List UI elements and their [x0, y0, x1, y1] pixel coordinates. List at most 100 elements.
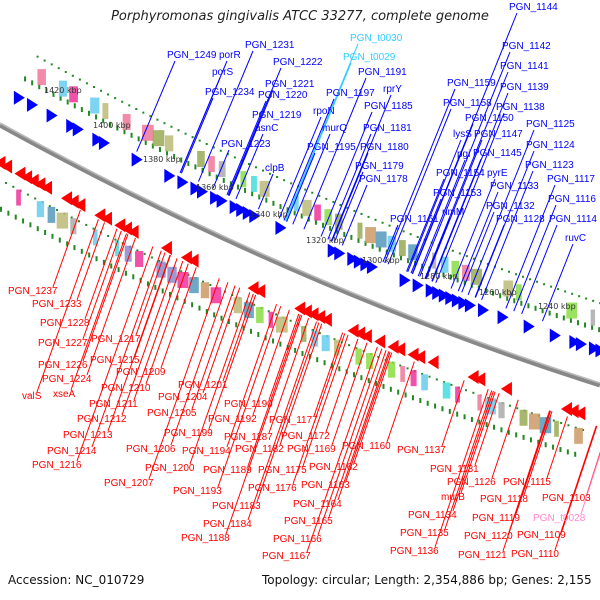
reverse-gene-label[interactable]: PGN_1118 — [480, 494, 528, 505]
reverse-gene-label[interactable]: PGN_1115 — [503, 477, 551, 488]
reverse-gene-label[interactable]: valS — [22, 391, 42, 402]
reverse-gene-label[interactable]: PGN_1199 — [164, 428, 213, 439]
reverse-gene-label[interactable]: PGN_1213 — [63, 430, 113, 441]
forward-gene-label[interactable]: PGN_1234 — [205, 87, 255, 98]
reverse-gene-label[interactable]: PGN_1165 — [284, 516, 333, 527]
reverse-gene-label[interactable]: PGN_1189 — [203, 465, 252, 476]
reverse-gene-label[interactable]: PGN_1162 — [309, 462, 358, 473]
forward-gene-label[interactable]: PGN_1153 — [433, 188, 482, 199]
forward-gene-label[interactable]: ruvC — [565, 233, 587, 244]
forward-gene-label[interactable]: PGN_t0030 — [350, 33, 403, 44]
forward-gene-label[interactable]: PGN_1223 — [221, 139, 271, 150]
forward-gene-label[interactable]: PGN_1116 — [548, 194, 596, 205]
forward-gene-label[interactable]: PGN_1178 — [359, 174, 408, 185]
forward-gene-label[interactable]: PGN_1195 — [307, 142, 356, 153]
reverse-gene-label[interactable]: PGN_1194 — [182, 446, 231, 457]
forward-gene-label[interactable]: PGN_1181 — [363, 123, 412, 134]
reverse-gene-label[interactable]: PGN_1110 — [511, 549, 559, 560]
reverse-gene-label[interactable]: PGN_1190 — [224, 399, 273, 410]
reverse-gene-label[interactable]: murB — [441, 492, 465, 503]
reverse-gene-label[interactable]: xseA — [53, 389, 76, 400]
reverse-gene-label[interactable]: PGN_1134 — [408, 510, 457, 521]
reverse-gene-label[interactable]: PGN_1217 — [91, 334, 141, 345]
forward-gene-label[interactable]: PGN_1231 — [245, 40, 295, 51]
reverse-gene-label[interactable]: PGN_1166 — [273, 534, 322, 545]
forward-gene-label[interactable]: rimM — [442, 207, 465, 218]
reverse-gene-label[interactable]: PGN_1193 — [173, 486, 222, 497]
forward-gene-label[interactable]: murQ — [322, 123, 347, 134]
reverse-gene-label[interactable]: PGN_1175 — [258, 465, 307, 476]
reverse-gene-label[interactable]: PGN_1211 — [89, 399, 138, 410]
forward-gene-label[interactable]: PGN_1145 — [473, 148, 522, 159]
forward-gene-label[interactable]: PGN_1114 — [549, 214, 597, 225]
forward-gene-label[interactable]: PGN_1139 — [500, 82, 549, 93]
reverse-gene-label[interactable]: PGN_1214 — [47, 446, 97, 457]
forward-gene-label[interactable]: PGN_1125 — [526, 119, 575, 130]
reverse-gene-label[interactable]: PGN_1209 — [116, 367, 166, 378]
forward-gene-label[interactable]: PGN_1220 — [258, 90, 308, 101]
reverse-gene-label[interactable]: PGN_1192 — [208, 414, 257, 425]
reverse-gene-label[interactable]: PGN_1204 — [158, 392, 208, 403]
reverse-gene-label[interactable]: PGN_1210 — [101, 383, 151, 394]
forward-gene-label[interactable]: PGN_1128 — [496, 214, 545, 225]
reverse-gene-label[interactable]: PGN_t0028 — [533, 513, 586, 524]
forward-gene-label[interactable]: pyrE — [487, 168, 508, 179]
forward-gene-label[interactable]: PGN_1150 — [465, 113, 514, 124]
forward-gene-label[interactable]: asnC — [255, 123, 279, 134]
forward-gene-label[interactable]: PGN_1221 — [265, 79, 315, 90]
forward-gene-label[interactable]: PGN_1197 — [326, 88, 375, 99]
reverse-gene-label[interactable]: PGN_1109 — [517, 530, 566, 541]
reverse-gene-label[interactable]: PGN_1201 — [178, 380, 228, 391]
forward-gene-label[interactable]: porR — [219, 50, 241, 61]
forward-gene-label[interactable]: rprY — [383, 84, 402, 95]
reverse-gene-label[interactable]: PGN_1167 — [262, 551, 311, 562]
forward-gene-label[interactable]: PGN_1180 — [360, 142, 409, 153]
reverse-gene-label[interactable]: PGN_1121 — [458, 550, 507, 561]
reverse-gene-label[interactable]: PGN_1228 — [40, 318, 90, 329]
forward-gene-label[interactable]: PGN_1159 — [447, 78, 496, 89]
forward-gene-label[interactable]: PGN_1123 — [525, 160, 574, 171]
forward-gene-label[interactable]: PGN_t0029 — [343, 52, 396, 63]
forward-gene-label[interactable]: PGN_1154 — [436, 168, 485, 179]
reverse-gene-label[interactable]: PGN_1126 — [447, 477, 496, 488]
forward-gene-label[interactable]: PGN_1132 — [486, 201, 535, 212]
reverse-gene-label[interactable]: PGN_1103 — [542, 493, 591, 504]
reverse-gene-label[interactable]: PGN_1206 — [126, 444, 176, 455]
forward-gene-label[interactable]: PGN_1144 — [509, 2, 558, 13]
reverse-gene-label[interactable]: PGN_1137 — [397, 445, 446, 456]
reverse-gene-label[interactable]: PGN_1216 — [32, 460, 82, 471]
reverse-gene-label[interactable]: PGN_1183 — [212, 501, 261, 512]
reverse-gene-label[interactable]: PGN_1233 — [32, 299, 82, 310]
reverse-gene-label[interactable]: PGN_1215 — [90, 355, 140, 366]
reverse-gene-label[interactable]: PGN_1226 — [38, 360, 88, 371]
forward-gene-label[interactable]: lysS — [453, 129, 472, 140]
forward-gene-label[interactable]: PGN_1161 — [390, 214, 439, 225]
reverse-gene-label[interactable]: PGN_1160 — [342, 441, 391, 452]
reverse-gene-label[interactable]: PGN_1207 — [104, 478, 154, 489]
reverse-gene-label[interactable]: PGN_1177 — [269, 415, 318, 426]
reverse-gene-label[interactable]: PGN_1136 — [390, 546, 439, 557]
forward-gene-label[interactable]: PGN_1142 — [502, 41, 551, 52]
reverse-gene-label[interactable]: PGN_1188 — [181, 533, 230, 544]
forward-gene-label[interactable]: PGN_1158 — [443, 98, 492, 109]
forward-gene-label[interactable]: PGN_1133 — [490, 181, 539, 192]
reverse-gene-label[interactable]: PGN_1131 — [430, 464, 479, 475]
forward-gene-label[interactable]: clpB — [265, 163, 285, 174]
reverse-gene-label[interactable]: PGN_1205 — [147, 408, 197, 419]
forward-gene-label[interactable]: PGN_1185 — [364, 101, 413, 112]
forward-gene-label[interactable]: PGN_1219 — [252, 110, 302, 121]
forward-gene-label[interactable]: PGN_1249 — [167, 50, 217, 61]
reverse-gene-label[interactable]: PGN_1182 — [235, 444, 284, 455]
forward-gene-label[interactable]: PGN_1147 — [474, 129, 523, 140]
reverse-gene-label[interactable]: PGN_1212 — [77, 414, 127, 425]
reverse-gene-label[interactable]: PGN_1164 — [293, 499, 342, 510]
forward-gene-label[interactable]: PGN_1141 — [500, 61, 549, 72]
reverse-gene-label[interactable]: PGN_1200 — [145, 463, 195, 474]
forward-gene-label[interactable]: PGN_1222 — [273, 57, 323, 68]
reverse-gene-label[interactable]: PGN_1227 — [38, 338, 88, 349]
reverse-gene-label[interactable]: PGN_1119 — [472, 513, 520, 524]
forward-gene-label[interactable]: rpoN — [313, 106, 335, 117]
forward-gene-label[interactable]: PGN_1138 — [496, 102, 545, 113]
reverse-gene-label[interactable]: PGN_1120 — [464, 531, 513, 542]
forward-gene-label[interactable]: PGN_1179 — [355, 161, 404, 172]
